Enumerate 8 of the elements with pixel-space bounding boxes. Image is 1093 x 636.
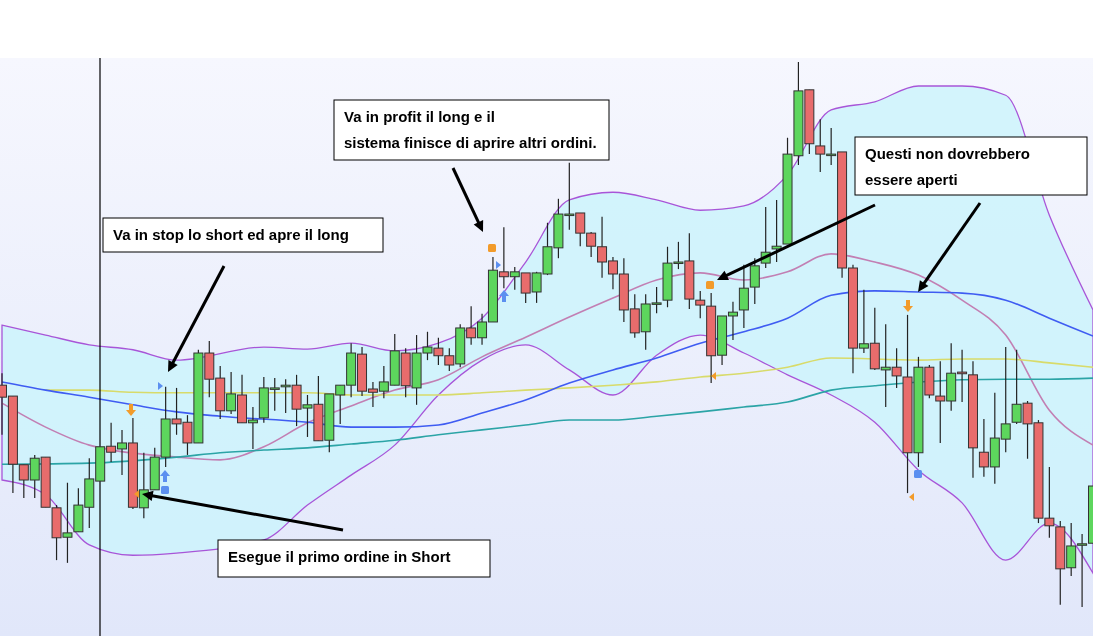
candlestick <box>695 290 706 319</box>
annotation: Esegue il primo ordine in Short <box>228 548 451 565</box>
annotation: Va in profit il long e il sistema finisce di aprire altri ordini. <box>344 108 597 151</box>
candlestick <box>738 264 749 329</box>
candlestick <box>771 199 782 263</box>
annotation: Questi non dovrebbero essere aperti <box>865 145 1031 188</box>
annotation: Va in stop lo short ed apre il long <box>113 226 349 243</box>
candlestick <box>749 257 760 305</box>
